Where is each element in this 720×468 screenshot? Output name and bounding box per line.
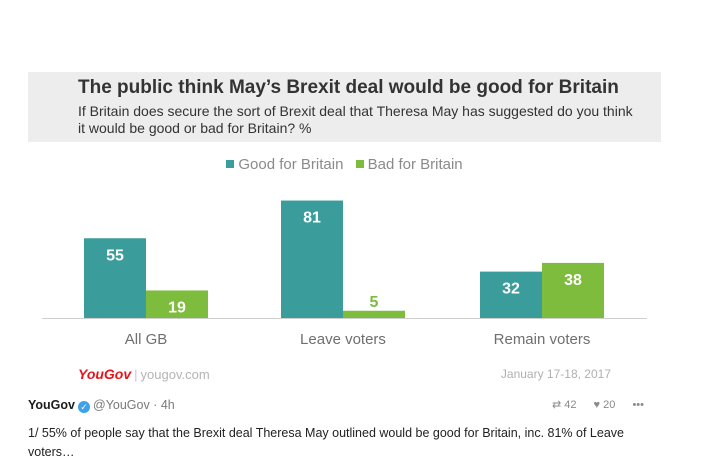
retweet-icon: ⇄	[551, 399, 562, 411]
data-label-bad-1: 5	[370, 294, 379, 311]
chart-header: The public think May’s Brexit deal would…	[28, 72, 661, 142]
chart-card: The public think May’s Brexit deal would…	[28, 72, 661, 386]
like-count: 20	[603, 399, 616, 411]
tweet-author-name[interactable]: YouGov	[28, 398, 75, 412]
heart-icon: ♥	[593, 399, 601, 411]
data-label-good-0: 55	[106, 247, 124, 264]
source-url: yougov.com	[140, 367, 210, 382]
source-date: January 17-18, 2017	[500, 367, 611, 381]
tweet-author-handle[interactable]: @YouGov	[93, 398, 150, 412]
tweet-header: YouGov ✓ @YouGov · 4h ⇄ 42 ♥ 20 •••	[28, 398, 688, 418]
data-label-good-1: 81	[303, 210, 321, 227]
legend-swatch-bad	[355, 160, 364, 168]
data-label-good-2: 32	[502, 281, 520, 298]
legend-label-bad: Bad for Britain	[367, 156, 463, 173]
chart-subtitle: If Britain does secure the sort of Brexi…	[78, 103, 633, 136]
retweet-count: 42	[564, 399, 577, 411]
legend-swatch-good	[226, 160, 235, 168]
tweet-actions: ⇄ 42 ♥ 20 •••	[538, 398, 644, 411]
tweet-timestamp[interactable]: · 4h	[153, 398, 175, 412]
legend-label-good: Good for Britain	[238, 156, 344, 173]
data-label-bad-2: 38	[564, 272, 582, 289]
bar-good-1	[281, 200, 343, 318]
like-button[interactable]: ♥ 20	[594, 399, 616, 411]
bar-bad-0	[146, 290, 208, 318]
chart-legend: Good for Britain Bad for Britain	[28, 156, 661, 173]
verified-icon: ✓	[78, 401, 90, 413]
brand-separator: |	[134, 367, 138, 382]
bar-bad-1	[343, 310, 405, 318]
legend-item-good: Good for Britain	[226, 156, 343, 173]
yougov-logo: YouGov	[78, 366, 132, 382]
more-button[interactable]: •••	[632, 399, 644, 411]
bar-good-0	[84, 238, 146, 318]
category-label-2: Remain voters	[494, 331, 591, 348]
data-label-bad-0: 19	[168, 299, 186, 316]
bar-bad-2	[542, 262, 604, 318]
retweet-button[interactable]: ⇄ 42	[552, 399, 577, 411]
bar-good-2	[480, 271, 542, 318]
tweet-text: 1/ 55% of people say that the Brexit dea…	[28, 426, 624, 459]
chart-title: The public think May’s Brexit deal would…	[78, 77, 619, 98]
category-label-0: All GB	[125, 331, 168, 348]
more-icon: •••	[632, 399, 644, 411]
category-label-1: Leave voters	[300, 331, 386, 348]
tweet: YouGov ✓ @YouGov · 4h ⇄ 42 ♥ 20 ••• 1/ 55%…	[28, 398, 688, 462]
legend-item-bad: Bad for Britain	[355, 156, 463, 173]
source-brand: YouGov | yougov.com	[78, 366, 210, 382]
